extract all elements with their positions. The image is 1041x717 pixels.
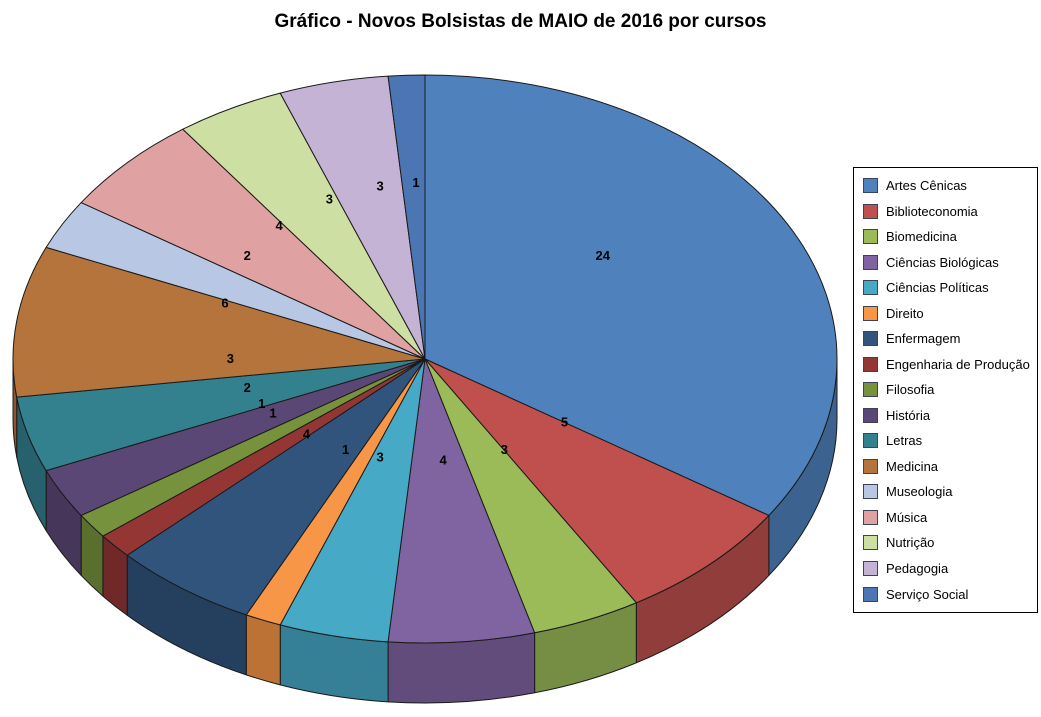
legend-swatch-icon (863, 509, 878, 525)
chart-title: Gráfico - Novos Bolsistas de MAIO de 201… (274, 11, 767, 32)
data-label: 2 (244, 380, 251, 395)
legend-item-label: Museologia (886, 484, 953, 500)
pie-slice-wall (245, 614, 281, 686)
legend-item[interactable]: Nutrição (863, 535, 1035, 551)
legend-swatch-icon (863, 229, 878, 245)
data-label: 1 (258, 396, 265, 411)
legend-swatch-icon (863, 535, 878, 551)
legend-swatch-icon (863, 305, 878, 321)
data-label: 3 (227, 351, 234, 366)
legend-swatch-icon (863, 331, 878, 347)
legend-item[interactable]: Música (863, 509, 1035, 525)
data-label: 4 (439, 453, 447, 468)
legend-swatch-icon (863, 178, 878, 194)
data-label: 5 (561, 415, 568, 430)
data-label: 24 (596, 248, 611, 263)
data-label: 1 (342, 442, 349, 457)
pie-slice[interactable] (80, 128, 426, 360)
legend-item-label: Letras (886, 433, 923, 449)
pie-slice[interactable] (387, 358, 536, 644)
legend: Artes Cênicas Biblioteconomia Biomedicina C… (853, 167, 1038, 613)
legend-item[interactable]: Direito (863, 305, 1035, 321)
legend-swatch-icon (863, 560, 878, 576)
legend-item-label: Biomedicina (886, 229, 957, 245)
legend-item[interactable]: Medicina (863, 458, 1035, 474)
legend-item-label: Engenharia de Produção (886, 356, 1030, 372)
pie-side-walls (12, 358, 838, 704)
legend-item-label: Artes Cênicas (886, 178, 967, 194)
legend-item-label: Serviço Social (886, 586, 969, 602)
legend-swatch-icon (863, 254, 878, 270)
pie-slice[interactable] (387, 74, 426, 360)
legend-item[interactable]: Enfermagem (863, 331, 1035, 347)
pie-slice[interactable] (12, 246, 426, 398)
pie-slice[interactable] (126, 358, 426, 616)
legend-swatch-icon (863, 356, 878, 372)
legend-item-label: Ciências Biológicas (886, 254, 999, 270)
legend-item[interactable]: Ciências Biológicas (863, 254, 1035, 270)
legend-item-label: Nutrição (886, 535, 935, 551)
legend-item[interactable]: Biblioteconomia (863, 203, 1035, 219)
legend-item[interactable]: Museologia (863, 484, 1035, 500)
legend-item[interactable]: Serviço Social (863, 586, 1035, 602)
data-label: 3 (376, 178, 383, 193)
pie-slice[interactable] (424, 358, 770, 604)
legend-item[interactable]: Pedagogia (863, 560, 1035, 576)
legend-item-label: Música (886, 509, 928, 525)
legend-swatch-icon (863, 280, 878, 296)
legend-item-label: Biblioteconomia (886, 203, 978, 219)
data-label: 3 (501, 442, 508, 457)
data-label: 1 (412, 175, 419, 190)
legend-item[interactable]: História (863, 407, 1035, 423)
legend-swatch-icon (863, 433, 878, 449)
data-label: 3 (376, 450, 383, 465)
legend-item[interactable]: Filosofia (863, 382, 1035, 398)
legend-swatch-icon (863, 586, 878, 602)
legend-item-label: Medicina (886, 458, 939, 474)
legend-item[interactable]: Letras (863, 433, 1035, 449)
pie-slices (12, 74, 838, 644)
data-label: 4 (275, 218, 283, 233)
legend-swatch-icon (863, 203, 878, 219)
legend-item-label: História (886, 407, 931, 423)
legend-item-label: Direito (886, 305, 924, 321)
legend-item[interactable]: Ciências Políticas (863, 280, 1035, 296)
legend-item[interactable]: Biomedicina (863, 229, 1035, 245)
legend-item-label: Pedagogia (886, 560, 949, 576)
data-label: 6 (221, 295, 228, 310)
legend-swatch-icon (863, 484, 878, 500)
data-label: 4 (303, 427, 311, 442)
legend-swatch-icon (863, 458, 878, 474)
legend-swatch-icon (863, 407, 878, 423)
data-label: 2 (244, 248, 251, 263)
data-label: 1 (269, 406, 276, 421)
legend-swatch-icon (863, 382, 878, 398)
legend-item-label: Filosofia (886, 382, 935, 398)
legend-item[interactable]: Engenharia de Produção (863, 356, 1035, 372)
legend-item-label: Enfermagem (886, 331, 961, 347)
legend-item-label: Ciências Políticas (886, 280, 989, 296)
legend-item[interactable]: Artes Cênicas (863, 178, 1035, 194)
data-label: 3 (326, 191, 333, 206)
